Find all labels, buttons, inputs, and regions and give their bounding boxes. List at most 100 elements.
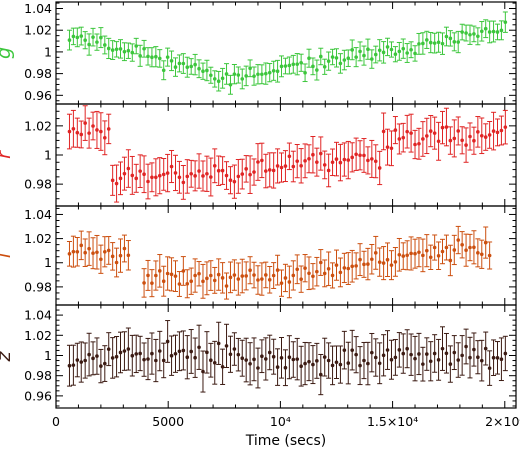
marker <box>307 271 311 276</box>
marker <box>381 129 386 134</box>
data-point <box>192 258 198 293</box>
data-point <box>169 257 175 292</box>
marker <box>326 168 331 173</box>
data-point <box>471 332 477 367</box>
marker <box>161 358 166 363</box>
marker <box>181 61 186 66</box>
marker <box>440 346 445 351</box>
marker <box>106 347 111 351</box>
marker <box>67 38 72 42</box>
data-point <box>275 59 281 83</box>
data-point <box>357 243 363 277</box>
marker <box>464 31 468 35</box>
marker <box>212 360 217 365</box>
marker <box>456 40 461 44</box>
y-tick-label: 1.04 <box>24 1 52 16</box>
marker <box>212 278 217 283</box>
data-point <box>224 161 230 190</box>
data-point <box>271 152 277 189</box>
data-point <box>141 39 147 58</box>
marker <box>185 174 190 179</box>
marker <box>409 47 413 52</box>
marker <box>142 281 146 285</box>
data-point <box>239 158 245 190</box>
data-point <box>471 126 477 155</box>
data-point <box>212 340 218 385</box>
data-point <box>424 30 430 49</box>
marker <box>370 257 374 262</box>
marker <box>487 30 492 34</box>
marker <box>370 350 374 355</box>
data-point <box>255 64 261 85</box>
data-point <box>114 164 120 203</box>
marker <box>256 160 260 164</box>
marker <box>267 70 272 75</box>
data-point <box>318 353 324 396</box>
marker <box>169 353 174 358</box>
marker <box>409 352 413 357</box>
data-point <box>129 334 135 377</box>
marker <box>444 245 449 250</box>
marker <box>307 359 311 364</box>
marker <box>362 53 366 58</box>
marker <box>193 273 197 278</box>
marker <box>87 131 91 135</box>
data-point <box>263 62 269 85</box>
marker <box>409 131 413 135</box>
marker <box>216 341 221 346</box>
marker <box>436 253 441 258</box>
marker <box>216 272 221 277</box>
marker <box>299 60 303 65</box>
data-point <box>165 153 171 193</box>
data-point <box>302 143 308 179</box>
data-point <box>306 144 312 174</box>
data-point <box>125 240 131 271</box>
data-point <box>290 260 296 291</box>
marker <box>460 138 464 143</box>
marker <box>401 135 406 140</box>
marker <box>193 62 197 67</box>
marker <box>342 266 347 270</box>
marker <box>350 264 354 269</box>
marker <box>315 68 319 72</box>
marker <box>260 354 264 358</box>
data-point <box>373 45 379 64</box>
marker <box>436 139 441 144</box>
y-tick-label: 1.02 <box>24 328 52 343</box>
data-point <box>196 153 202 189</box>
panel-z: 1.04 1.02 1 0.98 0.96 z <box>0 304 517 409</box>
data-point <box>184 56 190 78</box>
marker <box>264 273 268 277</box>
data-point <box>381 246 387 281</box>
marker <box>197 66 201 71</box>
marker <box>483 135 488 139</box>
y-tick-label: 1.02 <box>24 231 52 246</box>
marker <box>417 42 421 46</box>
data-point <box>400 242 406 270</box>
data-point <box>149 269 155 298</box>
data-point <box>153 338 159 383</box>
marker <box>157 173 162 178</box>
marker <box>103 43 107 47</box>
marker <box>428 255 433 260</box>
marker <box>456 129 461 133</box>
data-point <box>263 261 269 289</box>
data-point <box>184 269 190 299</box>
band-label-z: z <box>0 350 15 362</box>
marker <box>181 269 186 273</box>
data-point <box>455 225 461 255</box>
y-tick-label: 1.02 <box>24 118 52 133</box>
data-point <box>133 37 139 55</box>
data-point <box>337 345 343 384</box>
data-point <box>231 259 237 291</box>
data-point <box>212 266 218 294</box>
marker <box>185 281 190 286</box>
data-point <box>326 342 332 379</box>
marker <box>413 251 417 256</box>
data-point <box>286 142 292 171</box>
data-point <box>290 341 296 378</box>
marker <box>362 358 366 363</box>
marker <box>330 273 335 278</box>
data-point <box>502 335 508 372</box>
marker <box>224 284 229 288</box>
